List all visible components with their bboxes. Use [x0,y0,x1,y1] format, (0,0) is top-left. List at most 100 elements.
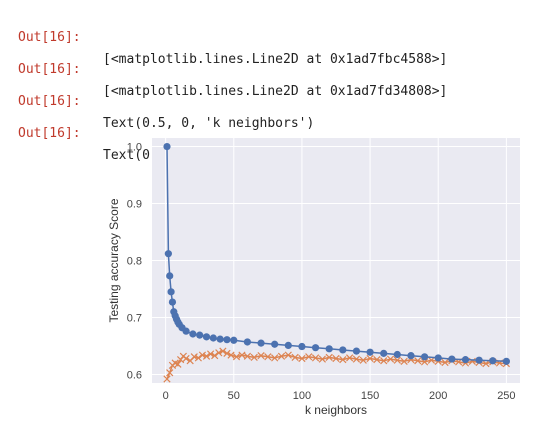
y-tick-label: 0.9 [127,199,142,211]
data-point [163,142,171,151]
data-point [206,350,215,358]
x-tick-label: 200 [429,390,447,402]
data-point [182,354,190,363]
data-point [502,357,510,365]
data-point [257,352,265,360]
data-point [448,355,456,363]
data-point [284,351,292,359]
data-point [211,352,219,360]
data-point [380,349,388,357]
tick-labels: 0 50 100 150 200 250 0.6 0.7 0.8 0.9 1.0 [127,142,516,402]
data-point [352,347,361,355]
data-point [230,336,238,344]
data-point [209,334,217,342]
x-tick-label: 100 [293,390,311,402]
output-text: [<matplotlib.lines.Line2D at 0x1ad7fbc45… [103,52,448,67]
y-tick-label: 0.6 [127,369,142,381]
data-point [318,355,326,363]
y-tick-label: 0.7 [127,312,142,324]
data-point [298,342,306,351]
data-point [257,339,265,347]
output-prompt: Out[16]: [18,94,81,109]
data-point [196,331,204,339]
data-point [250,353,258,361]
data-point [325,353,333,361]
data-point [386,355,395,363]
output-prompt: Out[16]: [18,62,81,77]
data-point [434,354,442,362]
data-point [373,356,381,364]
output-prompt: Out[16]: [18,126,81,141]
output-text: [<matplotlib.lines.Line2D at 0x1ad7fd348… [103,84,448,99]
x-tick-label: 150 [361,390,379,402]
output-text: Text(0.5, 0, 'k neighbors') [103,116,315,131]
data-point [393,350,401,359]
data-point [223,349,231,357]
data-point [163,375,171,383]
data-point [182,327,190,335]
data-point [216,335,224,343]
data-point [190,353,198,361]
data-point [271,340,279,348]
data-point [475,356,483,364]
data-point [352,355,361,363]
data-point [332,354,340,363]
x-axis-label: k neighbors [305,403,367,417]
data-point [414,357,422,365]
data-point [243,338,252,346]
data-point [174,360,182,368]
data-point [164,250,172,258]
data-point [167,288,175,296]
data-point [291,353,299,361]
data-point [264,353,272,361]
data-point [407,352,415,360]
data-point [380,357,388,365]
data-point [277,352,286,360]
data-point [311,354,320,362]
data-point [189,330,197,338]
data-point [271,354,279,362]
data-point [482,360,490,368]
data-point [168,298,177,306]
data-point [339,346,347,354]
data-point [166,369,174,377]
data-point [359,356,367,364]
data-point [219,347,227,355]
data-point [489,357,497,365]
data-point [238,351,246,359]
data-point [346,354,354,362]
data-point [215,349,223,357]
data-point [325,345,333,353]
data-point [232,353,241,361]
data-point [223,336,231,344]
y-axis-label: Testing accuracy Score [107,198,121,322]
data-point [202,352,211,360]
data-point [194,354,202,362]
data-point [198,351,207,359]
data-point [441,358,449,367]
data-point [243,352,252,360]
series-layer [163,142,510,383]
output-line-2: Out[16]: [<matplotlib.lines.Line2D at 0x… [0,37,544,99]
data-point [298,354,306,363]
data-point [366,348,374,356]
data-point [366,354,374,363]
x-tick-label: 250 [497,390,515,402]
data-point [227,351,235,359]
data-point [339,356,347,364]
y-tick-label: 1.0 [127,142,142,154]
data-point [400,357,408,365]
x-tick-label: 0 [163,390,169,402]
data-point [461,356,470,364]
output-line-1: Out[16]: [<matplotlib.lines.Line2D at 0x… [0,5,544,67]
output-prompt: Out[16]: [18,30,81,45]
data-point [305,353,313,361]
data-point [420,353,429,361]
data-point [284,341,292,349]
data-point [311,344,320,352]
data-point [420,358,429,366]
output-line-3: Out[16]: Text(0.5, 0, 'k neighbors') [0,69,544,131]
data-point [166,272,174,280]
y-tick-label: 0.8 [127,256,142,268]
